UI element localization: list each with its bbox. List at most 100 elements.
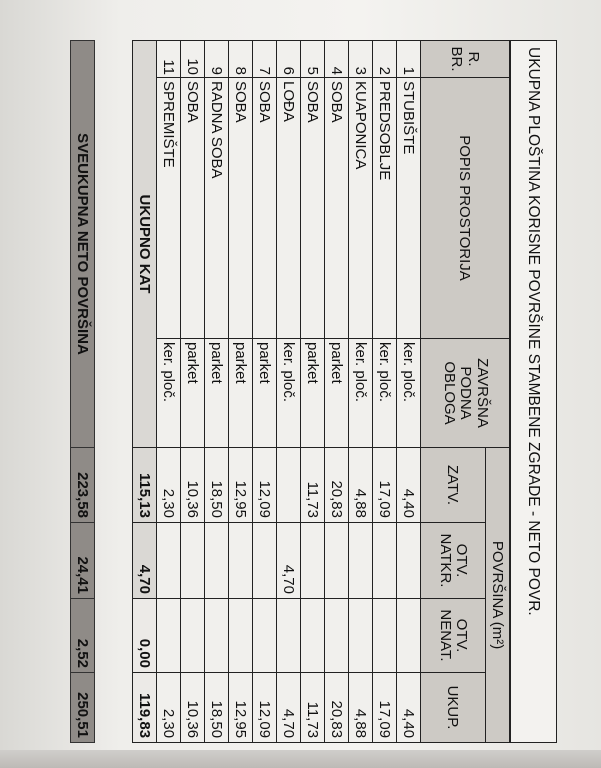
floor-total-otv-natkr: 4,70	[132, 522, 157, 599]
header-name: POPIS PROSTORIJA	[420, 77, 510, 339]
cell-floor: ker. ploč.	[156, 338, 181, 448]
cell-name: SPREMIŠTE	[156, 77, 181, 339]
table-row: 9 RADNA SOBA parket 18,50 18,50	[204, 40, 229, 743]
cell-name: SOBA	[180, 77, 205, 339]
cell-name: KUAPONICA	[348, 77, 373, 339]
cell-ukup: 17,09	[372, 672, 397, 743]
table-row: 1 STUBIŠTE ker. ploč. 4,40 4,40	[396, 40, 421, 743]
cell-no: 3	[348, 40, 373, 78]
grand-total-table: SVEUKUPNA NETO POVRŠINA 223,58 24,41 2,5…	[70, 40, 95, 743]
cell-otv-nenat	[396, 598, 421, 673]
cell-zatv: 18,50	[204, 447, 229, 523]
grand-total-zatv: 223,58	[70, 447, 95, 523]
cell-otv-nenat	[324, 598, 349, 673]
cell-zatv: 4,88	[348, 447, 373, 523]
cell-no: 11	[156, 40, 181, 78]
cell-zatv	[276, 447, 301, 523]
cell-zatv: 2,30	[156, 447, 181, 523]
header-no: R. BR.	[420, 40, 510, 78]
cell-no: 2	[372, 40, 397, 78]
cell-ukup: 4,88	[348, 672, 373, 743]
cell-otv-nenat	[372, 598, 397, 673]
cell-otv-nenat	[252, 598, 277, 673]
cell-floor: ker. ploč.	[276, 338, 301, 448]
cell-ukup: 10,36	[180, 672, 205, 743]
cell-ukup: 2,30	[156, 672, 181, 743]
grand-total-ukup: 250,51	[70, 672, 95, 743]
cell-no: 9	[204, 40, 229, 78]
cell-name: LOĐA	[276, 77, 301, 339]
cell-no: 1	[396, 40, 421, 78]
cell-name: STUBIŠTE	[396, 77, 421, 339]
cell-otv-natkr	[204, 522, 229, 599]
cell-ukup: 20,83	[324, 672, 349, 743]
cell-name: SOBA	[252, 77, 277, 339]
cell-floor: parket	[180, 338, 205, 448]
cell-ukup: 12,09	[252, 672, 277, 743]
cell-otv-natkr	[180, 522, 205, 599]
cell-floor: parket	[252, 338, 277, 448]
grand-total-label: SVEUKUPNA NETO POVRŠINA	[70, 40, 95, 448]
cell-name: SOBA	[300, 77, 325, 339]
header-ukup: UKUP.	[420, 672, 486, 743]
cell-zatv: 10,36	[180, 447, 205, 523]
cell-zatv: 17,09	[372, 447, 397, 523]
cell-ukup: 11,73	[300, 672, 325, 743]
cell-otv-nenat	[276, 598, 301, 673]
table-row: 5 SOBA parket 11,73 11,73	[300, 40, 325, 743]
cell-zatv: 11,73	[300, 447, 325, 523]
cell-otv-natkr: 4,70	[276, 522, 301, 599]
cell-zatv: 4,40	[396, 447, 421, 523]
table-row: 4 SOBA parket 20,83 20,83	[324, 40, 349, 743]
header-otv-natkr: OTV. NATKR.	[420, 522, 486, 599]
table-row: 6 LOĐA ker. ploč. 4,70 4,70	[276, 40, 301, 743]
cell-otv-natkr	[372, 522, 397, 599]
cell-zatv: 20,83	[324, 447, 349, 523]
cell-otv-nenat	[156, 598, 181, 673]
cell-otv-nenat	[300, 598, 325, 673]
table-body: 1 STUBIŠTE ker. ploč. 4,40 4,40 2 PREDSOBLJE ke…	[156, 40, 421, 743]
cell-ukup: 4,40	[396, 672, 421, 743]
cell-floor: ker. ploč.	[348, 338, 373, 448]
floor-total-row: UKUPNO KAT 115,13 4,70 0,00 119,83	[132, 40, 157, 743]
cell-no: 4	[324, 40, 349, 78]
cell-name: SOBA	[228, 77, 253, 339]
cell-floor: parket	[324, 338, 349, 448]
cell-ukup: 18,50	[204, 672, 229, 743]
cell-otv-nenat	[348, 598, 373, 673]
header-otv-nenat: OTV. NENAT.	[420, 598, 486, 673]
table-row: 2 PREDSOBLJE ker. ploč. 17,09 17,09	[372, 40, 397, 743]
cell-no: 5	[300, 40, 325, 78]
floor-total-zatv: 115,13	[132, 447, 157, 523]
floor-total-label: UKUPNO KAT	[132, 40, 157, 448]
cell-floor: parket	[300, 338, 325, 448]
table-row: 10 SOBA parket 10,36 10,36	[180, 40, 205, 743]
rotated-document-sheet: UKUPNA PLOŠTINA KORISNE POVRŠINE STAMBEN…	[57, 40, 557, 750]
cell-otv-nenat	[180, 598, 205, 673]
cell-no: 6	[276, 40, 301, 78]
cell-name: PREDSOBLJE	[372, 77, 397, 339]
area-table: UKUPNA PLOŠTINA KORISNE POVRŠINE STAMBEN…	[132, 40, 557, 743]
cell-otv-natkr	[348, 522, 373, 599]
header-floor: ZAVRŠNA PODNA OBLOGA	[420, 338, 510, 448]
header-zatv: ZATV.	[420, 447, 486, 523]
cell-floor: parket	[228, 338, 253, 448]
cell-otv-natkr	[324, 522, 349, 599]
cell-otv-nenat	[228, 598, 253, 673]
cell-ukup: 12,95	[228, 672, 253, 743]
header-area: POVRŠINA (m²)	[485, 447, 510, 743]
cell-zatv: 12,09	[252, 447, 277, 523]
cell-zatv: 12,95	[228, 447, 253, 523]
cell-otv-natkr	[396, 522, 421, 599]
grand-total-otv-natkr: 24,41	[70, 522, 95, 599]
grand-total-otv-nenat: 2,52	[70, 598, 95, 673]
cell-ukup: 4,70	[276, 672, 301, 743]
grand-total-row: SVEUKUPNA NETO POVRŠINA 223,58 24,41 2,5…	[70, 40, 95, 743]
cell-no: 7	[252, 40, 277, 78]
table-row: 7 SOBA parket 12,09 12,09	[252, 40, 277, 743]
floor-total-ukup: 119,83	[132, 672, 157, 743]
cell-otv-natkr	[228, 522, 253, 599]
background-shadow	[0, 750, 601, 768]
table-row: 3 KUAPONICA ker. ploč. 4,88 4,88	[348, 40, 373, 743]
cell-otv-natkr	[300, 522, 325, 599]
